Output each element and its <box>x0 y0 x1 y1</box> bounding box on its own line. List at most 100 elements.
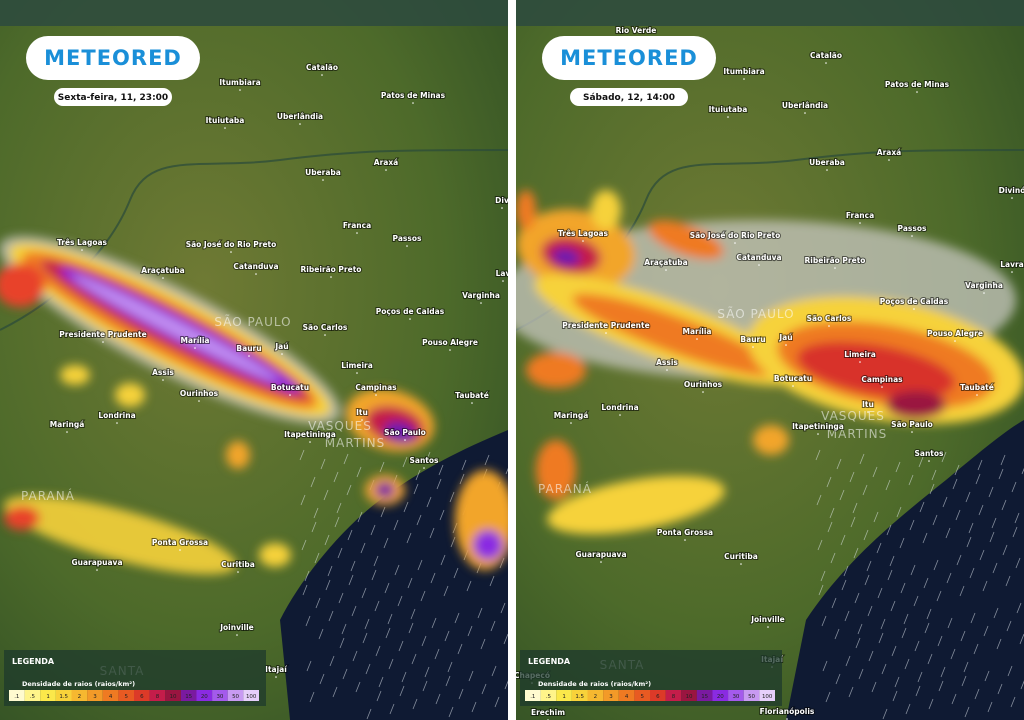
wind-streak <box>918 456 924 468</box>
wind-streak <box>383 537 389 549</box>
city-dot <box>162 277 164 279</box>
wind-streak <box>913 595 919 607</box>
city-dot <box>696 338 698 340</box>
wind-streak <box>872 466 878 478</box>
logo: METEORED <box>560 46 698 70</box>
city-dot <box>911 235 913 237</box>
city-dot <box>179 549 181 551</box>
wind-streak <box>1015 557 1021 569</box>
city-label: Santos <box>409 456 439 465</box>
wind-streak <box>829 507 835 519</box>
city-dot <box>404 439 406 441</box>
wind-streak <box>926 608 932 620</box>
city-dot <box>1011 271 1013 273</box>
map: SÃO PAULOVASQUESMARTINSPARANÁSANTARio Ve… <box>516 0 1024 720</box>
city-label: Catanduva <box>233 262 278 271</box>
wind-streak <box>471 701 477 713</box>
wind-streak <box>376 690 382 702</box>
legend-scale-label: 5 <box>640 694 644 700</box>
wind-streak <box>365 663 371 675</box>
city-dot <box>406 245 408 247</box>
density-blob <box>797 341 955 399</box>
wind-streak <box>337 547 343 559</box>
wind-streak <box>889 555 895 567</box>
city-dot <box>826 169 828 171</box>
wind-streak <box>1011 481 1017 493</box>
wind-streak <box>827 521 833 533</box>
density-blob <box>0 263 45 307</box>
city-label: Ourinhos <box>684 380 723 389</box>
city-label: Florianópolis <box>760 707 815 716</box>
wind-streak <box>864 574 870 586</box>
lightning-density <box>516 190 1024 535</box>
wind-streak <box>384 582 390 594</box>
city-dot <box>911 431 913 433</box>
legend-scale-label: 6 <box>656 694 660 700</box>
wind-streak <box>998 468 1004 480</box>
city-label: Assis <box>152 368 174 377</box>
legend-title: LEGENDA <box>528 657 571 666</box>
wind-streak <box>818 584 824 596</box>
legend-swatch <box>525 690 541 701</box>
city-label: Varginha <box>965 281 1003 290</box>
region-label: PARANÁ <box>21 488 75 503</box>
wind-streak <box>389 703 395 715</box>
wind-streak <box>350 560 356 572</box>
city-dot <box>828 325 830 327</box>
city-dot <box>162 379 164 381</box>
wind-streak <box>434 648 440 660</box>
wind-streak <box>840 534 846 546</box>
wind-streak <box>333 471 339 483</box>
wind-streak <box>845 655 851 667</box>
wind-streak <box>973 643 979 655</box>
legend-scale-label: .5 <box>30 694 36 700</box>
legend-swatch <box>243 690 259 701</box>
city-dot <box>684 539 686 541</box>
wind-streak <box>343 453 349 465</box>
city-label: Div <box>495 196 508 205</box>
wind-streak <box>822 660 828 672</box>
city-dot <box>102 341 104 343</box>
legend-scale-label: .5 <box>546 694 552 700</box>
city-label: Divinó <box>999 186 1024 195</box>
wind-streak <box>820 570 826 582</box>
legend-swatch <box>9 690 25 701</box>
city-label: Itu <box>356 408 368 417</box>
top-strip <box>0 0 508 26</box>
legend-swatch <box>712 690 729 701</box>
city-dot <box>767 626 769 628</box>
wind-streak <box>1002 544 1008 556</box>
wind-streak <box>873 511 879 523</box>
city-label: Itajaí <box>265 665 287 674</box>
wind-streak <box>459 473 465 485</box>
city-label: Guarapuava <box>575 550 626 559</box>
wind-streak <box>910 564 916 576</box>
wind-streak <box>484 454 490 466</box>
city-label: Curitiba <box>724 552 758 561</box>
wind-streak <box>378 676 384 688</box>
wind-streak <box>859 453 865 465</box>
wind-streak <box>1020 680 1024 690</box>
city-dot <box>385 169 387 171</box>
city-dot <box>734 242 736 244</box>
wind-streak <box>848 686 854 698</box>
legend-swatch <box>587 690 604 701</box>
wind-streak <box>429 527 435 539</box>
wind-streak <box>362 632 368 644</box>
wind-streak <box>852 502 858 514</box>
city-label: São Paulo <box>384 428 426 437</box>
wind-streak <box>835 673 841 685</box>
legend-scale-label: 30 <box>216 694 223 700</box>
wind-streak <box>867 605 873 617</box>
wind-streak <box>320 458 326 470</box>
wind-streak <box>868 650 874 662</box>
legend-scale-label: 30 <box>732 694 739 700</box>
wind-streak <box>905 703 911 715</box>
wind-streak <box>850 516 856 528</box>
wind-streak <box>849 471 855 483</box>
wind-streak <box>993 607 999 619</box>
city-label: Bauru <box>236 344 261 353</box>
city-label: Catalão <box>306 63 338 72</box>
wind-streak <box>309 691 315 703</box>
city-label: Limeira <box>341 361 373 370</box>
